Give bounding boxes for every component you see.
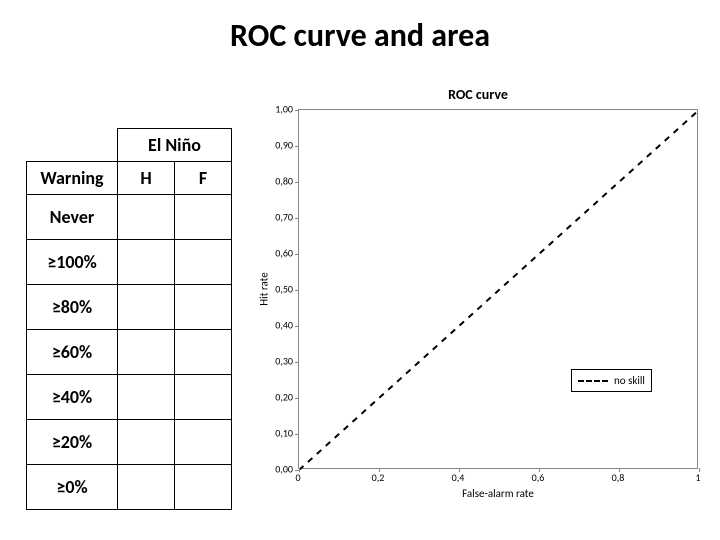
chart-svg xyxy=(299,110,699,470)
table-row: ≥100% xyxy=(27,240,232,285)
table-cell-h xyxy=(118,240,175,285)
chart-ytick-label: 0,90 xyxy=(253,139,293,152)
table-cell-f xyxy=(175,285,232,330)
table-cell-h xyxy=(118,195,175,240)
chart-legend-item: no skill xyxy=(578,374,645,387)
chart-ytick-label: 0,80 xyxy=(253,175,293,188)
chart-legend: no skill xyxy=(571,369,652,392)
chart-xlabel: False-alarm rate xyxy=(298,487,698,500)
table-row: ≥60% xyxy=(27,330,232,375)
table-cell-f xyxy=(175,195,232,240)
chart-ytick-label: 0,40 xyxy=(253,319,293,332)
table-cell-f xyxy=(175,240,232,285)
table-row: ≥0% xyxy=(27,465,232,510)
table-row: ≥80% xyxy=(27,285,232,330)
table-row: Never xyxy=(27,195,232,240)
chart-xtick-label: 0,2 xyxy=(372,471,385,484)
table-blank-header xyxy=(27,129,118,162)
table-cell-h xyxy=(118,375,175,420)
table-col-h: H xyxy=(118,162,175,195)
table-cell-h xyxy=(118,330,175,375)
table-row: ≥20% xyxy=(27,420,232,465)
table-cell-f xyxy=(175,330,232,375)
table-cell-warning: ≥60% xyxy=(27,330,118,375)
chart-xtick-label: 0,8 xyxy=(612,471,625,484)
chart-xtick-label: 0,4 xyxy=(452,471,465,484)
chart-xtick-label: 0,6 xyxy=(532,471,545,484)
table-cell-warning: ≥100% xyxy=(27,240,118,285)
legend-label: no skill xyxy=(614,374,645,387)
page-title: ROC curve and area xyxy=(0,16,720,55)
chart-ytick-label: 0,20 xyxy=(253,391,293,404)
chart-ytick-label: 0,50 xyxy=(253,283,293,296)
chart-ytick-label: 0,30 xyxy=(253,355,293,368)
table-cell-warning: ≥80% xyxy=(27,285,118,330)
chart-ytick-label: 0,00 xyxy=(253,463,293,476)
table-col-warning: Warning xyxy=(27,162,118,195)
table-cell-f xyxy=(175,375,232,420)
table-group-header: El Niño xyxy=(118,129,232,162)
data-table: El Niño Warning H F Never≥100%≥80%≥60%≥4… xyxy=(26,128,232,510)
table-cell-warning: ≥40% xyxy=(27,375,118,420)
table-cell-warning: ≥0% xyxy=(27,465,118,510)
table-col-f: F xyxy=(175,162,232,195)
table-cell-f xyxy=(175,420,232,465)
table-cell-h xyxy=(118,420,175,465)
table-cell-warning: Never xyxy=(27,195,118,240)
chart-ytick-label: 0,70 xyxy=(253,211,293,224)
legend-swatch-icon xyxy=(578,380,608,382)
chart-ytick-label: 1,00 xyxy=(253,103,293,116)
table-cell-h xyxy=(118,465,175,510)
chart-series-no-skill xyxy=(299,110,699,470)
table-cell-warning: ≥20% xyxy=(27,420,118,465)
chart-title: ROC curve xyxy=(248,86,708,103)
chart-xtick-label: 0 xyxy=(295,471,300,484)
table-row: ≥40% xyxy=(27,375,232,420)
roc-chart: ROC curve Hit rate no skill False-alarm … xyxy=(248,86,708,526)
chart-ytick-label: 0,60 xyxy=(253,247,293,260)
chart-ytick-label: 0,10 xyxy=(253,427,293,440)
chart-plot-area: no skill xyxy=(298,109,698,469)
chart-xtick-label: 1 xyxy=(695,471,700,484)
table-cell-f xyxy=(175,465,232,510)
table-cell-h xyxy=(118,285,175,330)
